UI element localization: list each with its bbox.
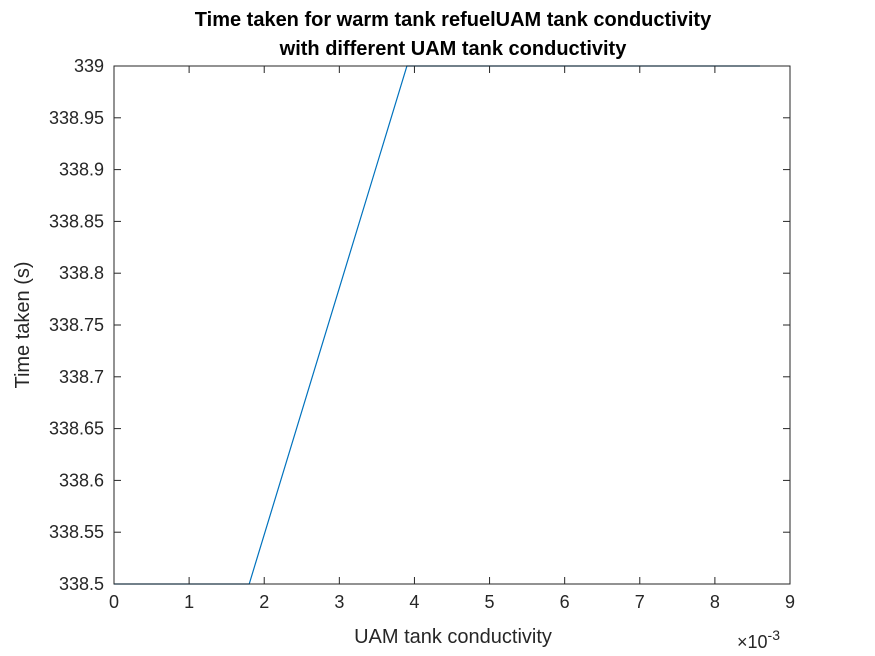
plot-area [114, 66, 790, 584]
x-axis-multiplier: ×10-3 [737, 627, 780, 652]
chart-title-line-1: Time taken for warm tank refuelUAM tank … [195, 9, 712, 31]
x-axis-multiplier-base: ×10 [737, 632, 768, 652]
ticks-layer: 0 1 2 3 4 5 6 7 8 9 338.5 338.55 338.6 338.65 338.7 338… [49, 56, 795, 612]
x-axis-label: UAM tank conductivity [354, 626, 552, 648]
x-tick-label: 0 [109, 592, 119, 612]
y-tick-label: 338.7 [59, 367, 104, 387]
y-tick-label: 338.85 [49, 211, 104, 231]
y-tick-label: 338.55 [49, 522, 104, 542]
x-tick-label: 2 [259, 592, 269, 612]
x-tick-label: 3 [334, 592, 344, 612]
x-tick-label: 6 [560, 592, 570, 612]
x-axis-multiplier-exponent: -3 [768, 627, 781, 643]
y-tick-label: 339 [74, 56, 104, 76]
x-tick-label: 4 [409, 592, 419, 612]
x-tick-label: 5 [485, 592, 495, 612]
x-tick-label: 1 [184, 592, 194, 612]
chart-title-line-2: with different UAM tank conductivity [279, 38, 628, 60]
x-tick-label: 7 [635, 592, 645, 612]
x-tick-label: 9 [785, 592, 795, 612]
y-tick-label: 338.95 [49, 108, 104, 128]
y-tick-label: 338.75 [49, 315, 104, 335]
x-tick-label: 8 [710, 592, 720, 612]
y-axis-label: Time taken (s) [12, 261, 34, 388]
y-tick-label: 338.6 [59, 470, 104, 490]
y-tick-label: 338.9 [59, 160, 104, 180]
y-tick-label: 338.8 [59, 263, 104, 283]
plot-frame [113, 65, 791, 585]
y-tick-label: 338.5 [59, 574, 104, 594]
y-tick-label: 338.65 [49, 419, 104, 439]
